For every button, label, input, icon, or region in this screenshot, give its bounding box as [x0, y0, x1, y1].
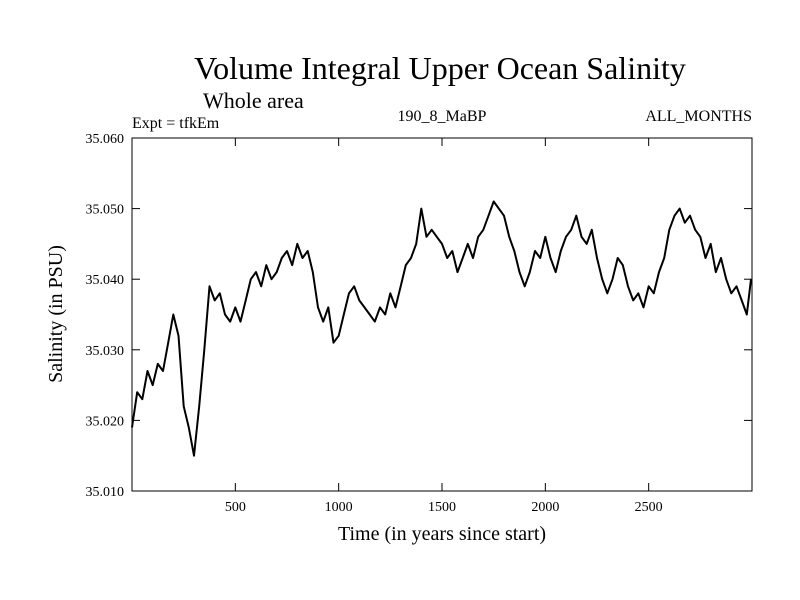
y-tick-label: 35.010 [86, 485, 125, 500]
months-label: ALL_MONTHS [645, 108, 752, 125]
x-axis-ticks: 500 1000 1500 2000 2500 [225, 138, 663, 515]
salinity-series-line [131, 200, 752, 457]
x-tick-label: 1000 [325, 500, 353, 515]
chart-title: Volume Integral Upper Ocean Salinity [194, 50, 686, 86]
x-tick-label: 2500 [635, 500, 663, 515]
expt-label: Expt = tfkEm [132, 115, 220, 132]
y-tick-label: 35.040 [86, 273, 125, 288]
y-tick-label: 35.060 [86, 132, 125, 147]
x-tick-label: 2000 [531, 500, 559, 515]
x-axis-label: Time (in years since start) [338, 523, 546, 545]
y-tick-label: 35.050 [86, 203, 125, 218]
plot-frame [131, 137, 753, 492]
chart-subtitle: Whole area [203, 88, 304, 113]
y-axis-ticks: 35.010 35.020 35.030 35.040 35.050 35.060 [86, 132, 752, 500]
y-axis-label: Salinity (in PSU) [45, 245, 67, 383]
y-tick-label: 35.020 [86, 414, 125, 429]
x-tick-label: 1500 [428, 500, 456, 515]
x-tick-label: 500 [225, 500, 246, 515]
y-tick-label: 35.030 [86, 344, 125, 359]
run-id-label: 190_8_MaBP [398, 108, 487, 125]
